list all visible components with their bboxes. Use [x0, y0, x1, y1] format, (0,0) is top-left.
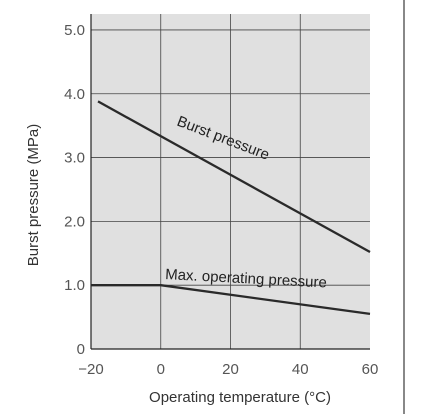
y-tick-label-3-0: 3.0 — [64, 150, 85, 167]
x-tick-label-0: 0 — [157, 361, 165, 378]
y-tick-label-4-0: 4.0 — [64, 86, 85, 103]
y-tick-label-2-0: 2.0 — [64, 213, 85, 230]
grid — [91, 14, 370, 349]
y-tick-label-1-0: 1.0 — [64, 277, 85, 294]
y-tick-label-0: 0 — [77, 341, 85, 358]
x-tick-label-20: 20 — [222, 361, 239, 378]
y-axis-label: Burst pressure (MPa) — [25, 124, 42, 267]
series-lines — [91, 100, 371, 316]
y-tick-labels: 0 1.0 2.0 3.0 4.0 5.0 — [64, 22, 85, 358]
x-tick-label-40: 40 — [292, 361, 309, 378]
series-line-burst-pressure — [97, 100, 371, 254]
x-tick-label-60: 60 — [362, 361, 379, 378]
x-tick-label-20: −20 — [78, 361, 103, 378]
y-tick-label-5-0: 5.0 — [64, 22, 85, 39]
x-tick-labels: −20 0 20 40 60 — [78, 361, 378, 378]
x-axis-label: Operating temperature (°C) — [149, 389, 331, 406]
axes — [90, 14, 370, 350]
series-line-max-operating-pressure — [91, 284, 371, 316]
